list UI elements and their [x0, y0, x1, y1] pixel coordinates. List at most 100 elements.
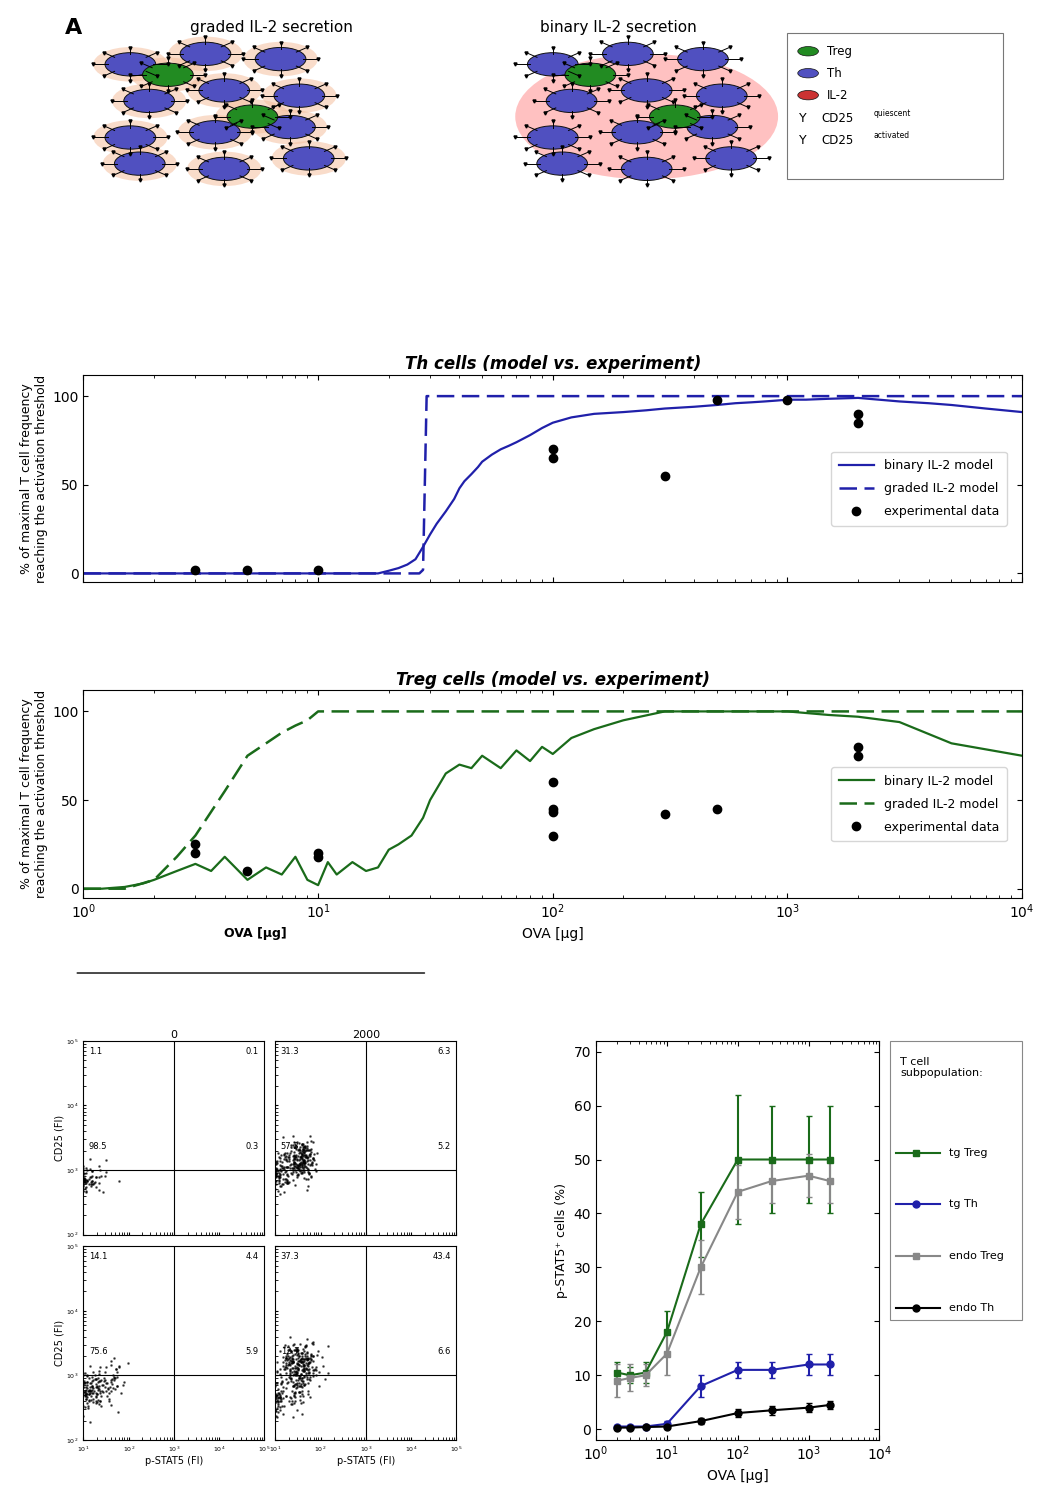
Point	[70, 1380, 87, 1404]
Point	[70, 1176, 87, 1200]
Point	[62, 1370, 78, 1394]
Point	[256, 1185, 272, 1209]
Title: 2000: 2000	[351, 1030, 380, 1039]
Point	[291, 1366, 308, 1390]
Point	[263, 1386, 280, 1410]
Point	[64, 1374, 80, 1398]
Text: Y: Y	[799, 112, 806, 125]
Point	[58, 1383, 75, 1407]
Point	[66, 1388, 82, 1411]
Point	[295, 1352, 312, 1376]
experimental data	[781, 390, 794, 408]
Point	[295, 1350, 312, 1374]
Point	[66, 1178, 82, 1202]
Point	[66, 1168, 82, 1192]
Point	[299, 1167, 316, 1191]
Point	[302, 1342, 319, 1366]
experimental data	[189, 844, 201, 862]
Point	[67, 1174, 83, 1198]
Point	[97, 1376, 114, 1400]
Point	[35, 1372, 52, 1396]
Point	[70, 1161, 87, 1185]
Point	[296, 1374, 313, 1398]
Point	[259, 1407, 275, 1431]
Point	[265, 1162, 282, 1186]
Point	[249, 1392, 266, 1416]
Point	[254, 1173, 271, 1197]
Point	[284, 1360, 300, 1384]
Point	[73, 1161, 90, 1185]
Point	[259, 1162, 275, 1186]
Point	[257, 1161, 273, 1185]
Point	[290, 1342, 307, 1366]
Point	[28, 1395, 45, 1419]
Point	[278, 1162, 295, 1186]
X-axis label: OVA [μg]: OVA [μg]	[707, 1468, 769, 1484]
Point	[302, 1346, 319, 1370]
Point	[77, 1179, 94, 1203]
Point	[89, 1376, 105, 1400]
Point	[290, 1155, 307, 1179]
Point	[254, 1365, 271, 1389]
Point	[295, 1138, 312, 1162]
Point	[289, 1360, 306, 1384]
Point	[108, 1365, 125, 1389]
Point	[63, 1376, 79, 1400]
Point	[75, 1167, 92, 1191]
Point	[248, 1377, 265, 1401]
Point	[247, 1378, 264, 1402]
Point	[272, 1152, 289, 1176]
Point	[285, 1158, 301, 1182]
Point	[67, 1383, 83, 1407]
Text: 4.4: 4.4	[246, 1252, 259, 1262]
Point	[108, 1374, 125, 1398]
graded IL-2 model	[617, 702, 630, 720]
Point	[288, 1143, 305, 1167]
binary IL-2 model	[77, 564, 90, 582]
Point	[291, 1138, 308, 1162]
Point	[249, 1390, 266, 1414]
Point	[294, 1354, 311, 1378]
Point	[88, 1389, 104, 1413]
Point	[288, 1338, 305, 1362]
Text: endo Th: endo Th	[949, 1304, 995, 1314]
Point	[320, 1334, 337, 1358]
Point	[235, 1384, 251, 1408]
Point	[288, 1335, 305, 1359]
Point	[245, 1160, 262, 1184]
Point	[289, 1340, 306, 1364]
Point	[83, 1374, 100, 1398]
Point	[283, 1161, 299, 1185]
graded IL-2 model	[413, 564, 426, 582]
Point	[284, 1378, 300, 1402]
Point	[298, 1138, 315, 1162]
Point	[55, 1390, 72, 1414]
Point	[247, 1389, 264, 1413]
Legend: binary IL-2 model, graded IL-2 model, experimental data: binary IL-2 model, graded IL-2 model, ex…	[831, 452, 1006, 526]
Point	[88, 1371, 104, 1395]
Point	[294, 1131, 311, 1155]
Point	[288, 1362, 305, 1386]
Point	[88, 1386, 104, 1410]
Point	[238, 1386, 254, 1410]
Point	[62, 1170, 78, 1194]
Point	[42, 1168, 58, 1192]
Point	[55, 1174, 72, 1198]
binary IL-2 model	[360, 862, 372, 880]
Ellipse shape	[168, 36, 243, 70]
Point	[102, 1394, 119, 1417]
Point	[305, 1146, 321, 1170]
Point	[288, 1350, 305, 1374]
Point	[248, 1155, 265, 1179]
Point	[264, 1152, 281, 1176]
Point	[71, 1173, 88, 1197]
Point	[288, 1152, 305, 1176]
Point	[299, 1156, 316, 1180]
Point	[68, 1178, 84, 1202]
Point	[91, 1170, 107, 1194]
Point	[285, 1406, 301, 1429]
Point	[71, 1176, 88, 1200]
Point	[285, 1374, 301, 1398]
Point	[64, 1372, 80, 1396]
Point	[296, 1356, 313, 1380]
